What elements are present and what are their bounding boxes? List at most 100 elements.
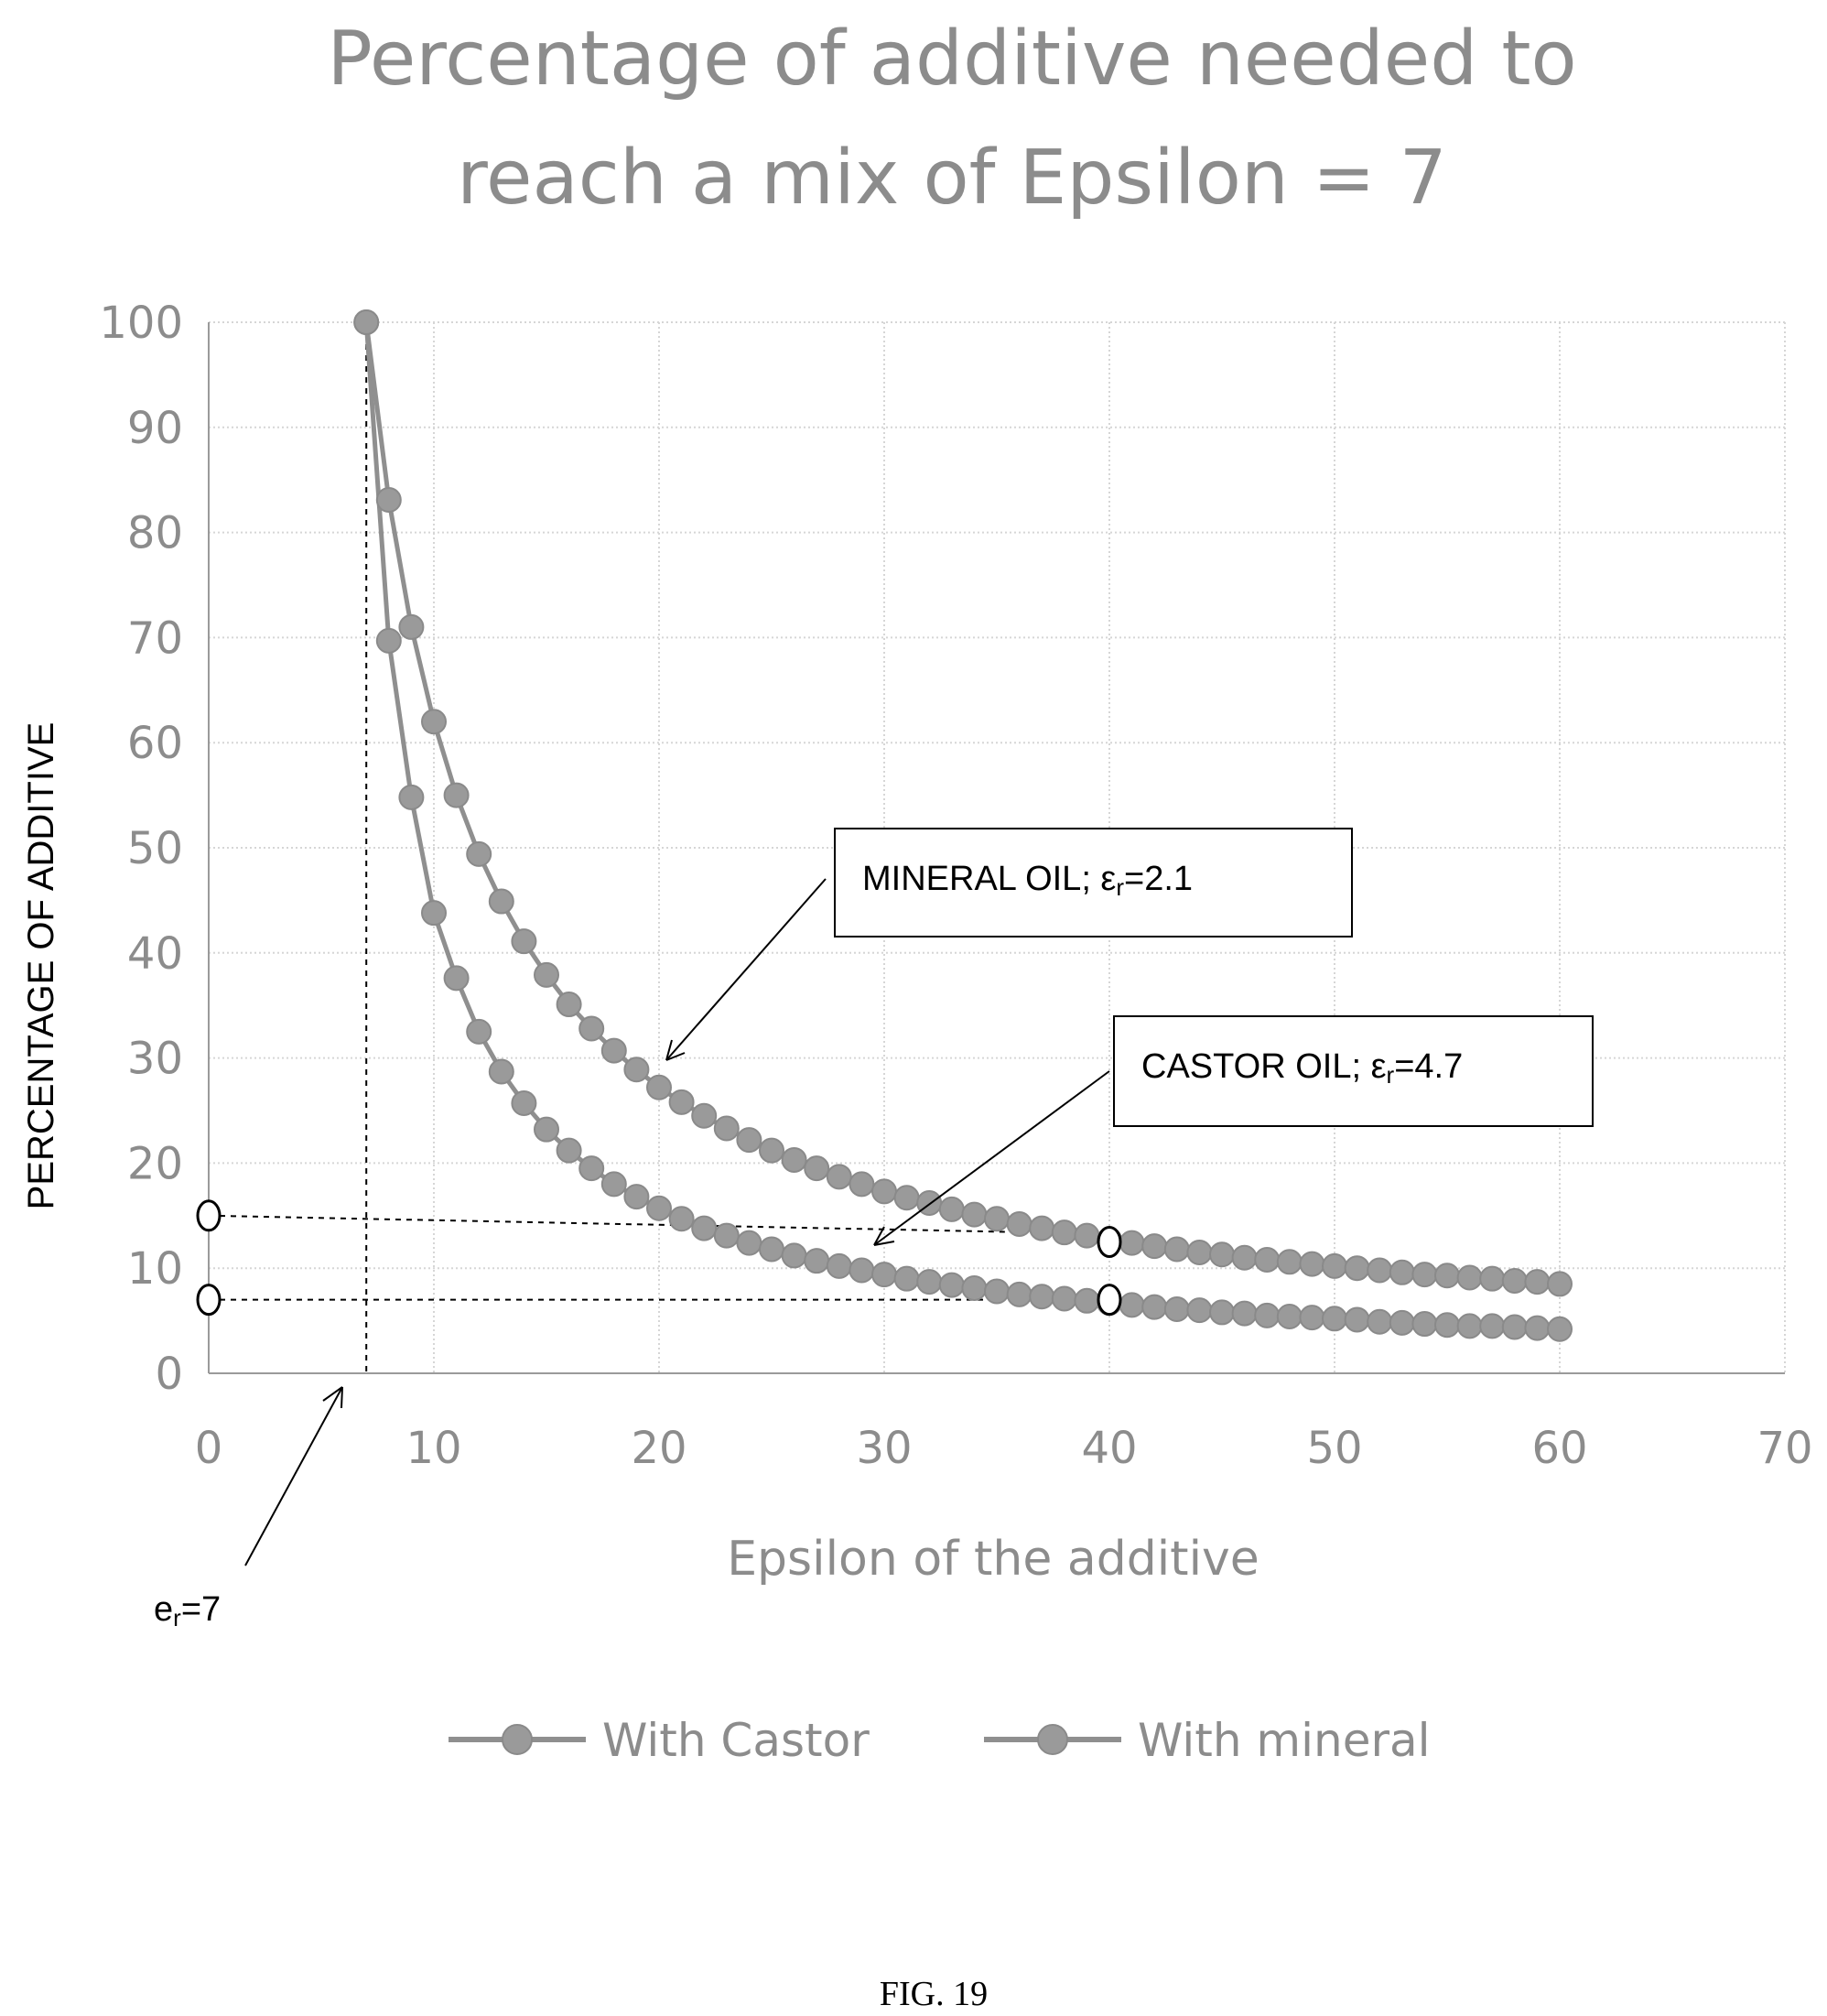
data-point [488,1058,514,1085]
y-tick-label: 60 [127,718,183,769]
mineral-oil-sub: r [1116,873,1124,901]
y-tick-label: 50 [127,823,183,874]
data-point [1299,1305,1325,1331]
data-point [1276,1249,1303,1275]
chart-title-line-1: Percentage of additive needed to [327,16,1576,103]
data-point [1367,1308,1393,1335]
data-point [1074,1222,1100,1249]
y-tick-label: 0 [155,1349,183,1400]
data-point [556,992,582,1018]
data-point [691,1215,718,1241]
data-point [556,1137,582,1164]
data-point [375,627,402,654]
castor-level-marker-curve [1097,1284,1122,1317]
x-tick-label: 20 [631,1423,686,1474]
data-point [1119,1292,1145,1318]
data-point [1051,1219,1077,1246]
data-point [646,1195,672,1221]
data-point [781,1242,807,1269]
y-tick-label: 80 [127,508,183,559]
data-point [443,782,470,808]
data-point [804,1155,830,1182]
mineral-oil-suffix: =2.1 [1124,860,1193,898]
data-point [1547,1271,1573,1297]
data-point [1209,1241,1235,1268]
data-point [961,1275,988,1302]
data-series [353,309,1573,1342]
mineral-oil-annotation: MINERAL OIL; εr=2.1 [665,828,1353,1061]
data-point [1501,1314,1528,1340]
data-point [1006,1210,1032,1237]
data-point [1456,1313,1483,1339]
data-point [691,1102,718,1129]
mineral-level-marker-curve [1097,1226,1122,1258]
data-point [600,1037,627,1064]
data-point [1389,1309,1415,1336]
data-point [849,1257,875,1284]
reference-guides [208,322,1110,1373]
legend-label: With mineral [1138,1714,1431,1767]
data-point [1524,1269,1551,1295]
er-sub: r [173,1604,181,1631]
castor-level-marker-axis [196,1284,222,1317]
data-point [1344,1306,1370,1333]
x-tick-label: 60 [1531,1423,1587,1474]
y-tick-label: 20 [127,1138,183,1189]
castor-oil-label: CASTOR OIL; εr=4.7 [1141,1047,1463,1089]
legend-marker [1037,1724,1068,1755]
x-tick-label: 0 [195,1423,223,1474]
data-point [1186,1239,1213,1265]
data-point [1434,1263,1460,1289]
data-point [421,709,447,735]
er-arrowhead [322,1386,343,1409]
data-point [1029,1284,1055,1310]
data-point [623,1184,650,1210]
data-point [759,1236,784,1263]
data-point [398,613,425,640]
data-point [443,965,470,992]
data-point [1322,1306,1347,1332]
gridlines [209,321,1786,1373]
data-point [849,1171,875,1198]
data-point [646,1074,672,1100]
data-point [1547,1316,1573,1342]
x-tick-label: 30 [856,1423,912,1474]
data-point [1299,1251,1325,1277]
data-point [1231,1244,1258,1271]
data-point [1006,1281,1032,1307]
data-point [534,1116,559,1143]
y-tick-label: 10 [127,1243,183,1295]
mineral-oil-arrowhead [665,1039,686,1061]
data-point [736,1230,762,1256]
data-point [1029,1215,1055,1241]
series-castor [353,309,1573,1342]
data-point [1411,1311,1438,1338]
data-point [961,1201,988,1228]
x-tick-label: 40 [1081,1423,1137,1474]
data-point [511,1089,537,1116]
figure-caption: FIG. 19 [880,1975,988,2013]
mineral-oil-box [834,828,1353,938]
data-point [1501,1267,1528,1294]
data-point [1479,1265,1506,1292]
data-point [938,1196,965,1222]
er-prefix: e [154,1590,173,1629]
data-point [1434,1312,1460,1339]
data-point [984,1206,1010,1232]
series-line [363,321,1561,1332]
castor-oil-prefix: CASTOR OIL; ε [1141,1047,1387,1086]
y-tick-label: 40 [127,928,183,980]
data-point [916,1269,943,1295]
data-point [1456,1264,1483,1291]
y-tick-label: 30 [127,1034,183,1085]
mineral-oil-label: MINERAL OIL; εr=2.1 [862,860,1193,901]
data-point [1254,1302,1281,1328]
data-point [984,1278,1010,1305]
legend-marker [502,1724,533,1755]
y-axis-title: PERCENTAGE OF ADDITIVE [21,722,61,1210]
er-annotation: er=7 [154,1386,343,1631]
axes [208,322,1785,1374]
data-point [1163,1236,1190,1263]
castor-oil-arrowhead [873,1226,895,1246]
castor-oil-annotation: CASTOR OIL; εr=4.7 [873,1015,1594,1246]
